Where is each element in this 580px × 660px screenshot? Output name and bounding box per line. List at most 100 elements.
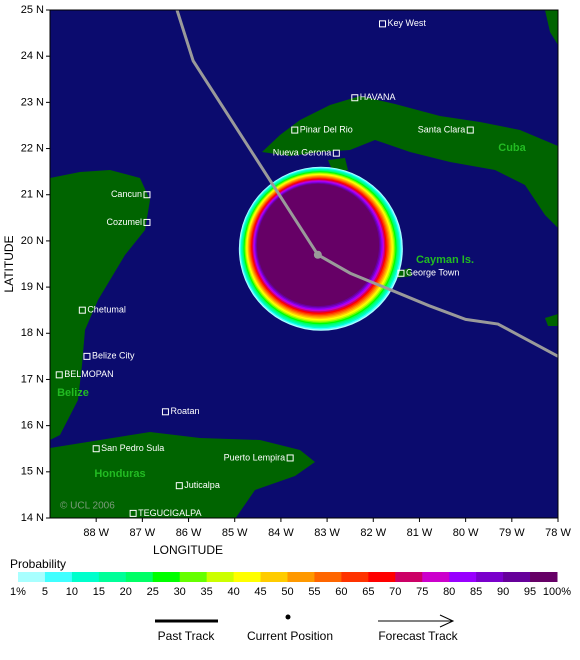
y-tick-label: 24 N	[21, 50, 44, 62]
legend-swatch	[476, 572, 504, 582]
y-tick-label: 18 N	[21, 327, 44, 339]
y-tick-label: 23 N	[21, 96, 44, 108]
current-position	[313, 250, 322, 259]
city-label: TEGUCIGALPA	[138, 508, 201, 518]
legend-swatch	[44, 572, 73, 582]
region-label: Cayman Is.	[416, 254, 474, 266]
legend-swatch	[98, 572, 127, 582]
legend-label: Past Track	[158, 629, 216, 643]
city-marker	[143, 218, 151, 226]
city-label: Pinar Del Rio	[300, 124, 353, 134]
legend-swatch	[152, 572, 181, 582]
legend-label: 70	[389, 586, 401, 598]
legend-swatch	[206, 572, 235, 582]
legend-label: 90	[497, 586, 509, 598]
legend-label: Forecast Track	[378, 629, 458, 643]
legend-label: 1%	[10, 586, 26, 598]
y-tick-label: 17 N	[21, 373, 44, 385]
map-layer: Key West HAVANA Pinar Del Rio Santa Clara Nu…	[50, 10, 558, 518]
region-label: Belize	[57, 387, 89, 399]
y-tick-label: 21 N	[21, 189, 44, 201]
legend-swatch	[287, 572, 315, 582]
city-label: Belize City	[92, 351, 135, 361]
city-marker	[291, 126, 299, 134]
city-label: BELMOPAN	[64, 369, 113, 379]
x-tick-label: 79 W	[499, 527, 525, 539]
legend-label: 85	[470, 586, 482, 598]
x-tick-label: 80 W	[453, 527, 479, 539]
region-label: Honduras	[94, 468, 145, 480]
legend-title: Probability	[10, 557, 66, 571]
legend-swatch	[530, 572, 558, 582]
city-label: Santa Clara	[418, 124, 466, 134]
city-marker	[397, 269, 405, 277]
forecast-track	[317, 253, 558, 358]
legend-swatch	[233, 572, 262, 582]
yucatan	[50, 170, 150, 440]
legend-current-dot	[285, 614, 291, 620]
legend-label: 55	[308, 586, 320, 598]
legend-label: 40	[227, 586, 239, 598]
legend-label: 95	[524, 586, 536, 598]
legend-label: 60	[335, 586, 347, 598]
legend-swatch	[125, 572, 154, 582]
y-tick-label: 16 N	[21, 420, 44, 432]
city-marker	[83, 352, 91, 360]
x-tick-label: 85 W	[222, 527, 248, 539]
city-label: Juticalpa	[184, 480, 220, 490]
city-label: Nueva Gerona	[273, 148, 332, 158]
legend-label: 10	[66, 586, 78, 598]
map-frame	[49, 9, 559, 519]
legend-label: 15	[93, 586, 105, 598]
y-tick-label: 19 N	[21, 281, 44, 293]
y-axis-label: LATITUDE	[2, 235, 16, 292]
copyright: © UCL 2006	[60, 501, 115, 512]
legend-label: 45	[254, 586, 266, 598]
honduras	[50, 432, 315, 518]
x-tick-label: 86 W	[176, 527, 202, 539]
legend-label: Current Position	[247, 629, 333, 643]
city-marker	[175, 482, 183, 490]
legend-swatch	[314, 572, 342, 582]
city-label: Cancun	[111, 189, 142, 199]
legend-swatch	[341, 572, 369, 582]
legend-swatch	[179, 572, 208, 582]
city-marker	[379, 20, 387, 28]
legend-swatch	[18, 572, 46, 582]
legend-label: 25	[147, 586, 159, 598]
legend-swatch	[71, 572, 100, 582]
city-label: HAVANA	[360, 92, 396, 102]
y-tick-label: 15 N	[21, 466, 44, 478]
city-marker	[161, 408, 169, 416]
legend-label: 5	[42, 586, 48, 598]
legend-label: 50	[281, 586, 293, 598]
legend-label: 75	[416, 586, 428, 598]
legend-arrow-head	[439, 614, 455, 628]
city-marker	[143, 191, 151, 199]
x-tick-label: 83 W	[314, 527, 340, 539]
x-tick-label: 87 W	[130, 527, 156, 539]
x-tick-label: 82 W	[360, 527, 386, 539]
x-tick-label: 81 W	[407, 527, 433, 539]
legend-swatch	[368, 572, 396, 582]
legend-swatch	[503, 572, 531, 582]
city-marker	[286, 454, 294, 462]
city-marker	[55, 371, 63, 379]
legend-label: 65	[362, 586, 374, 598]
city-label: Chetumal	[87, 305, 126, 315]
past-track	[175, 10, 320, 256]
legend-label: 35	[201, 586, 213, 598]
x-axis-label: LONGITUDE	[153, 543, 223, 557]
x-tick-label: 88 W	[83, 527, 109, 539]
legend-swatch	[260, 572, 288, 582]
jamaica	[545, 314, 558, 326]
legend-swatch	[449, 572, 477, 582]
legend-label: 20	[120, 586, 132, 598]
legend-swatch	[395, 572, 423, 582]
city-marker	[129, 509, 137, 517]
city-label: Puerto Lempira	[224, 452, 286, 462]
city-marker	[78, 306, 86, 314]
cuba	[262, 96, 558, 228]
legend-label: 80	[443, 586, 455, 598]
